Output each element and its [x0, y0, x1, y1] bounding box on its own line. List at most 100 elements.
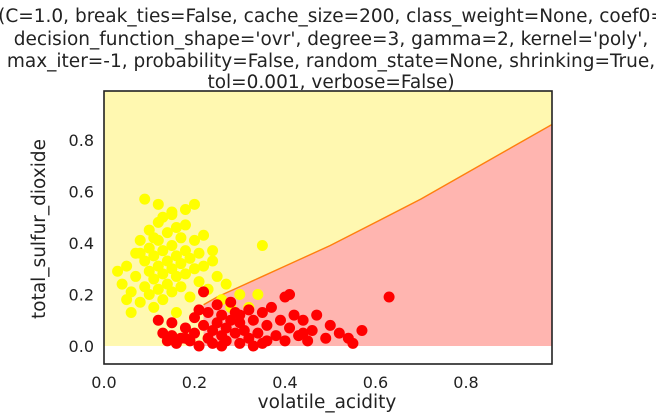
scatter-point-series-1 — [170, 222, 182, 233]
scatter-point-series-1 — [189, 198, 201, 210]
scatter-point-series-1 — [170, 306, 182, 318]
scatter-point-series-2 — [261, 335, 273, 347]
scatter-point-series-2 — [189, 327, 201, 339]
scatter-point-series-2 — [261, 319, 273, 331]
x-tick-label: 0.0 — [91, 373, 116, 392]
scatter-point-series-1 — [175, 258, 187, 270]
scatter-point-series-1 — [179, 203, 191, 215]
scatter-point-series-1 — [148, 273, 160, 285]
scatter-point-series-1 — [234, 288, 246, 300]
scatter-point-series-2 — [270, 330, 282, 342]
scatter-point-series-1 — [175, 232, 187, 244]
chart-title-line-2: decision_function_shape='ovr', degree=3,… — [14, 29, 648, 50]
axes-frame — [103, 90, 553, 365]
scatter-point-series-2 — [193, 340, 205, 352]
scatter-point-series-1 — [125, 306, 137, 318]
scatter-point-series-2 — [284, 322, 296, 334]
chart-title-line-1: SVC(C=1.0, break_ties=False, cache_size=… — [0, 6, 656, 27]
scatter-point-series-1 — [148, 301, 160, 313]
x-tick-label: 0.2 — [182, 373, 207, 392]
y-axis-label: total_sulfur_dioxide — [29, 139, 50, 319]
scatter-point-series-1 — [152, 198, 164, 210]
scatter-point-series-2 — [247, 340, 259, 352]
y-tick-label: 0.4 — [69, 234, 94, 253]
scatter-point-series-1 — [166, 286, 178, 298]
scatter-point-series-2 — [225, 296, 237, 308]
scatter-point-series-1 — [170, 270, 182, 282]
scatter-point-series-2 — [252, 327, 264, 339]
scatter-point-series-1 — [193, 247, 205, 259]
x-tick-label: 0.6 — [363, 373, 388, 392]
scatter-point-series-2 — [243, 304, 255, 316]
scatter-point-series-1 — [148, 250, 160, 262]
y-tick-label: 0.8 — [69, 131, 94, 150]
y-tick-label: 0.6 — [69, 182, 94, 201]
scatter-point-series-1 — [207, 255, 219, 267]
scatter-point-series-2 — [198, 286, 210, 298]
data-points — [112, 193, 395, 352]
scatter-point-series-2 — [207, 337, 219, 349]
scatter-point-series-1 — [134, 247, 146, 259]
scatter-point-series-1 — [143, 288, 155, 300]
scatter-point-series-2 — [179, 322, 191, 334]
scatter-point-series-2 — [216, 309, 228, 321]
scatter-point-series-1 — [157, 211, 169, 223]
scatter-point-series-1 — [175, 281, 187, 293]
x-tick-label: 0.8 — [453, 373, 478, 392]
scatter-point-series-1 — [184, 252, 196, 264]
scatter-point-series-2 — [333, 327, 345, 339]
scatter-point-series-1 — [134, 296, 146, 308]
scatter-point-series-1 — [134, 234, 146, 246]
scatter-point-series-1 — [193, 276, 205, 288]
scatter-point-series-2 — [288, 309, 300, 321]
scatter-point-series-2 — [356, 325, 368, 337]
scatter-point-series-2 — [179, 332, 191, 344]
scatter-point-series-1 — [112, 265, 124, 277]
y-tick-label: 0.0 — [69, 337, 94, 356]
scatter-point-series-1 — [166, 240, 178, 252]
scatter-point-series-1 — [198, 260, 210, 272]
scatter-point-series-2 — [202, 306, 214, 318]
scatter-point-series-1 — [211, 270, 223, 282]
scatter-point-series-1 — [189, 234, 201, 246]
scatter-point-series-1 — [121, 294, 133, 306]
scatter-point-series-2 — [193, 304, 205, 316]
scatter-point-series-2 — [383, 291, 395, 303]
decision-boundary-line — [203, 123, 553, 306]
scatter-point-series-2 — [234, 337, 246, 349]
scatter-point-series-2 — [216, 340, 228, 352]
scatter-point-series-1 — [130, 270, 142, 282]
scatter-point-series-1 — [256, 240, 268, 252]
x-axis-label: volatile_acidity — [258, 392, 397, 413]
scatter-point-series-1 — [198, 229, 210, 241]
scatter-point-series-1 — [189, 263, 201, 275]
scatter-point-series-2 — [152, 314, 164, 326]
y-axis-ticks: 0.0 0.2 0.4 0.6 0.8 — [69, 131, 94, 356]
scatter-point-series-2 — [247, 314, 259, 326]
scatter-point-series-1 — [121, 260, 133, 272]
scatter-point-series-1 — [220, 278, 232, 290]
chart-title-line-3: max_iter=-1, probability=False, random_s… — [7, 51, 655, 72]
scatter-point-series-2 — [256, 306, 268, 318]
scatter-point-series-2 — [274, 314, 286, 326]
scatter-point-series-1 — [252, 288, 264, 300]
scatter-point-series-1 — [148, 232, 160, 244]
scatter-point-series-2 — [166, 317, 178, 329]
x-axis-ticks: 0.0 0.2 0.4 0.6 0.8 — [91, 373, 478, 392]
scatter-point-series-2 — [279, 335, 291, 347]
scatter-point-series-1 — [139, 193, 151, 205]
chart-title-line-4: tol=0.001, verbose=False) — [207, 72, 454, 93]
scatter-point-series-1 — [157, 294, 169, 306]
scatter-point-series-2 — [311, 309, 323, 321]
scatter-point-series-2 — [234, 309, 246, 321]
scatter-point-series-1 — [179, 219, 191, 231]
scatter-point-series-1 — [207, 245, 219, 257]
scatter-point-series-2 — [198, 319, 210, 331]
scatter-point-series-2 — [284, 288, 296, 300]
y-tick-label: 0.2 — [69, 285, 94, 304]
scatter-point-series-2 — [324, 319, 336, 331]
scatter-point-series-2 — [320, 332, 332, 344]
scatter-point-series-1 — [116, 278, 128, 290]
scatter-point-series-2 — [211, 299, 223, 311]
